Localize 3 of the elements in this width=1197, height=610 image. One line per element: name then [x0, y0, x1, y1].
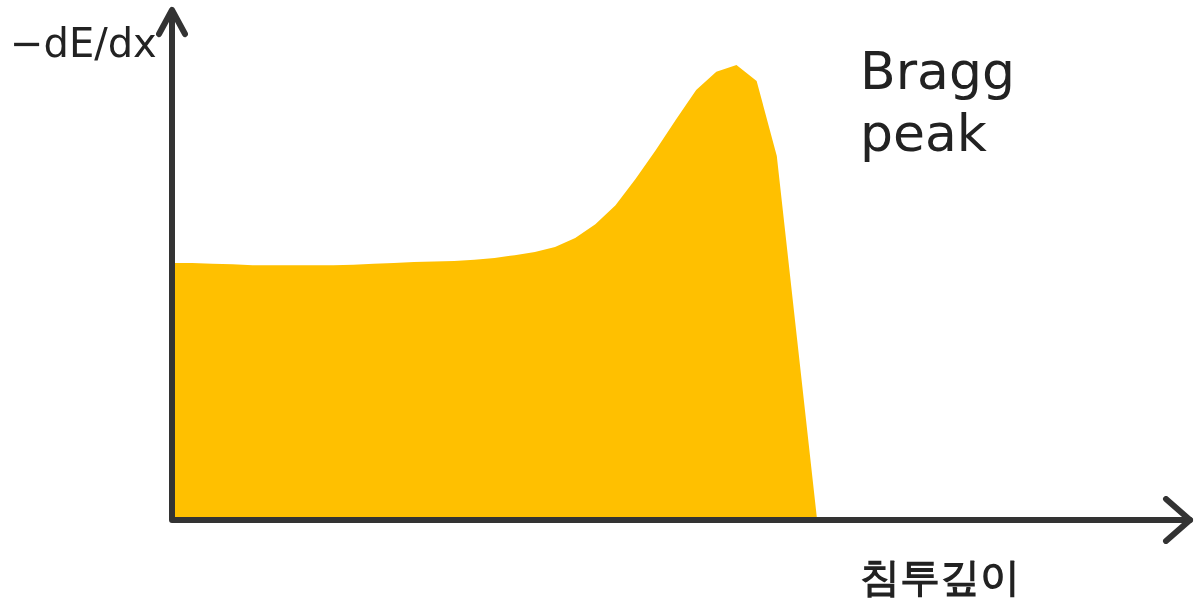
annotation: Bragg peak	[860, 40, 1016, 164]
x-axis-title: 침투깊이	[860, 553, 1020, 602]
y-axis-title: −dE/dx	[10, 20, 157, 66]
